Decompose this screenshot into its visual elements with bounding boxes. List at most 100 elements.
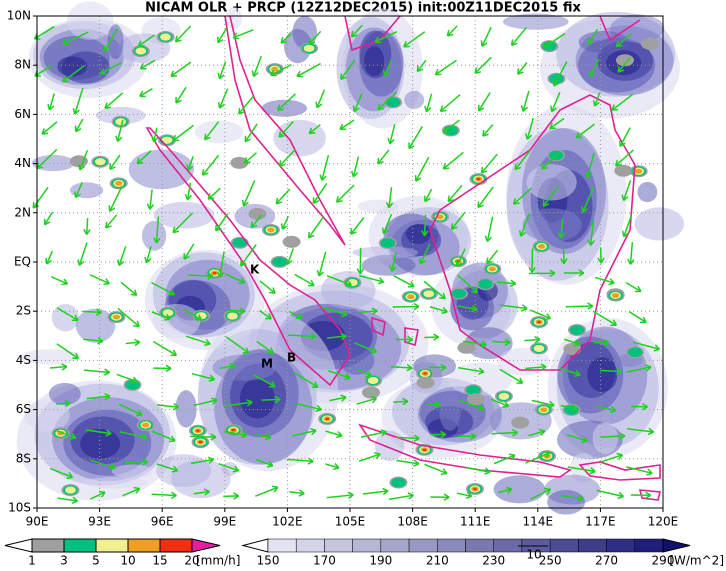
legend-swatch bbox=[241, 538, 269, 553]
arrow-head bbox=[71, 500, 78, 505]
arrow-head bbox=[279, 134, 286, 138]
arrow-head bbox=[308, 127, 313, 134]
arrow-head bbox=[170, 494, 177, 500]
arrow-shaft bbox=[33, 25, 55, 40]
map-title: NICAM OLR + PRCP (12Z12DEC2015) init:00Z… bbox=[145, 1, 581, 16]
arrow-head bbox=[64, 399, 71, 404]
arrow-head bbox=[96, 308, 102, 314]
wind-arrow bbox=[137, 34, 156, 48]
arrow-head bbox=[104, 392, 111, 397]
arrow-head bbox=[482, 133, 489, 137]
legend-label: 170 bbox=[313, 554, 336, 568]
wind-arrow bbox=[543, 33, 566, 49]
arrow-head bbox=[575, 339, 581, 345]
arrow-head bbox=[465, 495, 472, 499]
lat-label: 8S bbox=[16, 451, 31, 465]
arrow-head bbox=[402, 397, 409, 402]
arrow-head bbox=[207, 272, 214, 277]
arrow-head bbox=[623, 232, 629, 238]
arrow-shaft bbox=[321, 155, 330, 181]
wind-arrow bbox=[308, 124, 321, 135]
lon-label: 120E bbox=[648, 515, 679, 529]
arrow-head bbox=[381, 431, 387, 437]
arrow-shaft bbox=[89, 459, 116, 469]
arrow-shaft bbox=[289, 491, 305, 495]
arrow-head bbox=[209, 374, 216, 381]
wind-arrow bbox=[139, 59, 156, 70]
wind-arrow bbox=[552, 61, 568, 87]
precip-cell bbox=[227, 312, 238, 320]
arrow-shaft bbox=[288, 334, 316, 338]
arrow-shaft bbox=[294, 402, 322, 411]
olr-blob bbox=[374, 430, 405, 462]
wind-arrow bbox=[153, 216, 161, 244]
wind-arrow bbox=[510, 26, 528, 47]
arrow-shaft bbox=[623, 215, 633, 237]
arrow-head bbox=[239, 310, 246, 315]
legend-swatch bbox=[493, 538, 523, 553]
arrow-shaft bbox=[296, 62, 321, 78]
arrow-head bbox=[251, 224, 258, 229]
arrow-shaft bbox=[522, 90, 530, 112]
precip-cell bbox=[94, 158, 106, 166]
legend-swatch bbox=[606, 538, 636, 553]
arrow-head bbox=[115, 135, 119, 142]
arrow-head bbox=[348, 494, 354, 500]
arrow-head bbox=[600, 257, 605, 264]
arrow-head bbox=[350, 228, 353, 235]
arrow-head bbox=[308, 234, 315, 239]
arrow-shaft bbox=[83, 338, 103, 343]
arrow-head bbox=[546, 488, 552, 495]
precip-cell bbox=[540, 407, 548, 413]
legend-label: 150 bbox=[257, 554, 280, 568]
arrow-head bbox=[466, 491, 473, 497]
wind-arrow bbox=[152, 340, 178, 357]
wind-arrow bbox=[354, 342, 378, 354]
arrow-head bbox=[642, 316, 647, 323]
arrow-shaft bbox=[74, 181, 83, 198]
arrow-shaft bbox=[408, 125, 424, 149]
arrow-head bbox=[470, 435, 477, 441]
arrow-shaft bbox=[270, 63, 292, 76]
wind-arrow bbox=[362, 487, 389, 496]
place-label: B bbox=[287, 351, 296, 365]
arrow-head bbox=[321, 175, 327, 181]
wind-arrow bbox=[559, 367, 581, 378]
lon-label: 96E bbox=[151, 515, 174, 529]
arrow-head bbox=[274, 398, 281, 404]
olr-blob bbox=[128, 149, 194, 190]
arrow-head bbox=[186, 164, 190, 171]
wind-arrow bbox=[294, 273, 315, 287]
arrow-shaft bbox=[79, 149, 89, 171]
arrow-head bbox=[204, 343, 211, 347]
arrow-head bbox=[618, 69, 625, 73]
lat-label: 10N bbox=[7, 9, 31, 23]
arrow-shaft bbox=[326, 335, 347, 339]
arrow-head bbox=[646, 472, 653, 476]
olr-blob bbox=[592, 422, 619, 455]
arrow-head bbox=[609, 278, 615, 284]
arrow-head bbox=[581, 440, 588, 444]
arrow-head bbox=[486, 260, 493, 265]
arrow-head bbox=[575, 369, 581, 376]
arrow-shaft bbox=[254, 433, 271, 439]
olr-blob bbox=[526, 164, 577, 201]
precip-cell bbox=[380, 238, 396, 248]
arrow-shaft bbox=[187, 156, 194, 171]
lon-label: 93E bbox=[88, 515, 111, 529]
arrow-head bbox=[242, 199, 245, 206]
arrow-shaft bbox=[250, 214, 263, 228]
arrow-head bbox=[534, 338, 541, 344]
arrow-head bbox=[72, 496, 79, 502]
legend-label: 230 bbox=[482, 554, 505, 568]
arrow-head bbox=[456, 262, 463, 268]
wind-arrow bbox=[600, 367, 623, 376]
precip-cell bbox=[115, 180, 123, 186]
arrow-head bbox=[165, 364, 172, 370]
arrow-shaft bbox=[622, 180, 632, 201]
arrow-shaft bbox=[103, 28, 119, 52]
arrow-shaft bbox=[259, 310, 272, 320]
wind-arrow bbox=[62, 31, 89, 46]
precip-cell bbox=[267, 227, 275, 233]
wind-arrow bbox=[549, 117, 565, 130]
